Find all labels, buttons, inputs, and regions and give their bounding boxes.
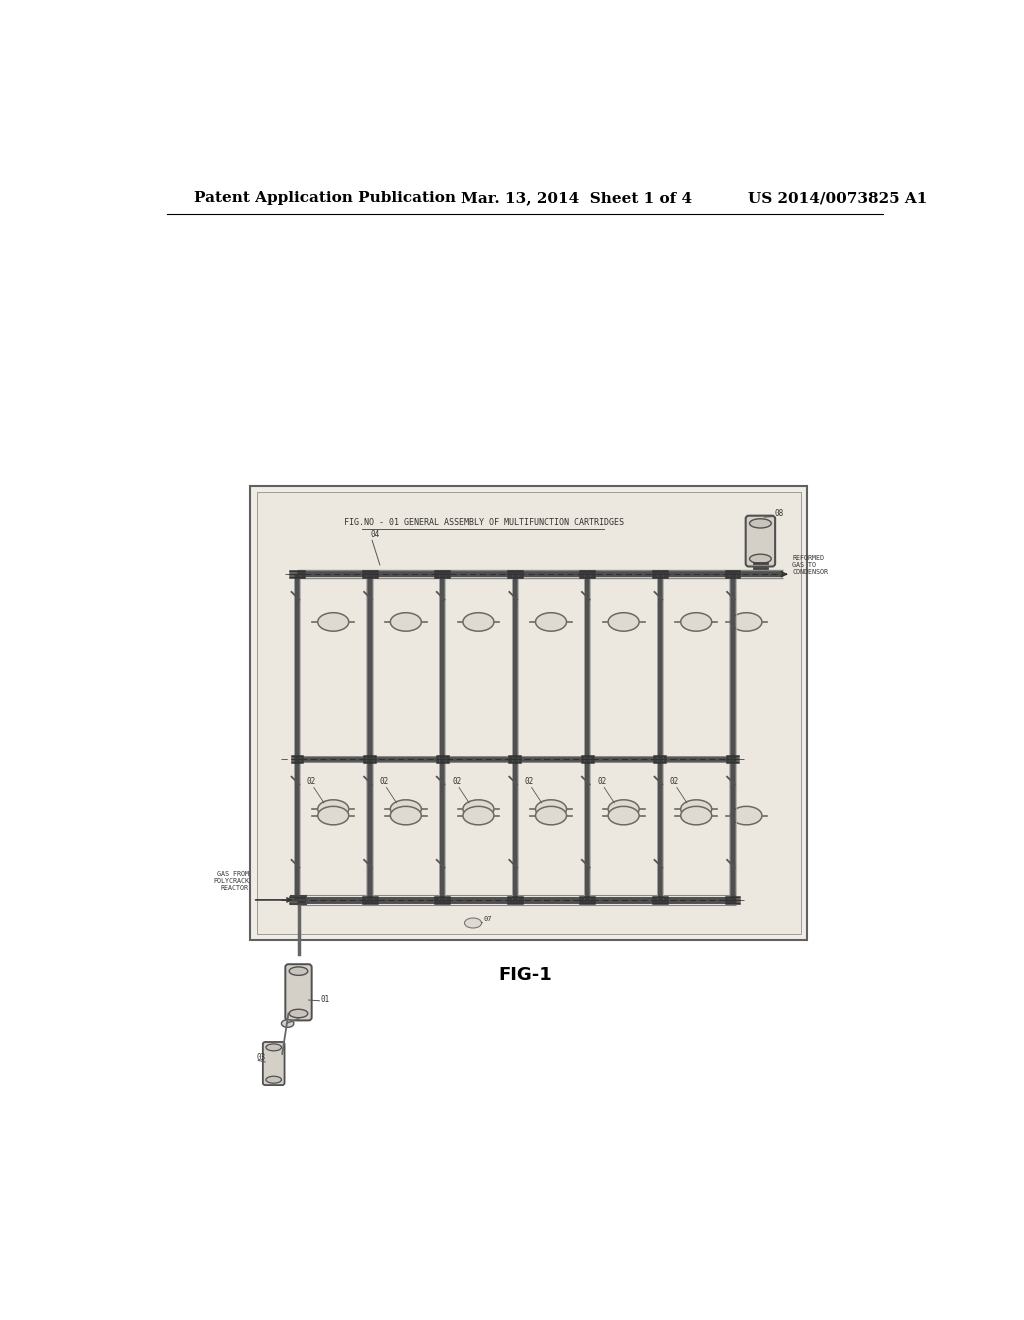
Ellipse shape bbox=[731, 807, 762, 825]
Text: Patent Application Publication: Patent Application Publication bbox=[194, 191, 456, 206]
Ellipse shape bbox=[282, 1019, 294, 1027]
Text: 02: 02 bbox=[307, 777, 316, 787]
Text: REFORMED
GAS TO
CONDENSOR: REFORMED GAS TO CONDENSOR bbox=[793, 554, 828, 576]
Ellipse shape bbox=[390, 800, 421, 818]
Ellipse shape bbox=[608, 612, 639, 631]
Text: US 2014/0073825 A1: US 2014/0073825 A1 bbox=[748, 191, 928, 206]
Ellipse shape bbox=[536, 800, 566, 818]
FancyBboxPatch shape bbox=[745, 516, 775, 566]
Ellipse shape bbox=[750, 554, 771, 564]
Ellipse shape bbox=[289, 966, 308, 975]
FancyBboxPatch shape bbox=[263, 1041, 285, 1085]
Ellipse shape bbox=[731, 612, 762, 631]
Text: 02: 02 bbox=[524, 777, 534, 787]
Text: FIG.NO - 01 GENERAL ASSEMBLY OF MULTIFUNCTION CARTRIDGES: FIG.NO - 01 GENERAL ASSEMBLY OF MULTIFUN… bbox=[344, 519, 625, 527]
Ellipse shape bbox=[266, 1076, 282, 1084]
Ellipse shape bbox=[608, 800, 639, 818]
Text: Mar. 13, 2014  Sheet 1 of 4: Mar. 13, 2014 Sheet 1 of 4 bbox=[461, 191, 692, 206]
Text: 02: 02 bbox=[670, 777, 679, 787]
Ellipse shape bbox=[289, 1010, 308, 1018]
FancyBboxPatch shape bbox=[286, 964, 311, 1020]
Ellipse shape bbox=[463, 807, 494, 825]
Ellipse shape bbox=[608, 807, 639, 825]
Ellipse shape bbox=[463, 800, 494, 818]
Text: 04: 04 bbox=[371, 531, 380, 540]
Bar bbox=[257, 492, 801, 933]
Ellipse shape bbox=[463, 612, 494, 631]
Ellipse shape bbox=[465, 917, 481, 928]
Text: GAS FROM
POLYCRACK
REACTOR: GAS FROM POLYCRACK REACTOR bbox=[213, 871, 249, 891]
Ellipse shape bbox=[681, 800, 712, 818]
Ellipse shape bbox=[266, 1044, 282, 1051]
Text: 01: 01 bbox=[321, 994, 330, 1003]
Text: 02: 02 bbox=[453, 777, 462, 787]
Text: FIG-1: FIG-1 bbox=[498, 966, 552, 983]
Ellipse shape bbox=[681, 612, 712, 631]
Ellipse shape bbox=[536, 807, 566, 825]
Ellipse shape bbox=[390, 807, 421, 825]
Text: 08: 08 bbox=[774, 508, 783, 517]
Ellipse shape bbox=[681, 807, 712, 825]
Text: 07: 07 bbox=[483, 916, 492, 923]
Ellipse shape bbox=[750, 519, 771, 528]
Text: 02: 02 bbox=[597, 777, 606, 787]
Text: 02: 02 bbox=[380, 777, 389, 787]
Bar bbox=[251, 486, 807, 940]
Ellipse shape bbox=[317, 612, 349, 631]
Text: 03: 03 bbox=[257, 1052, 266, 1061]
Ellipse shape bbox=[317, 807, 349, 825]
Ellipse shape bbox=[317, 800, 349, 818]
Ellipse shape bbox=[390, 612, 421, 631]
Ellipse shape bbox=[536, 612, 566, 631]
